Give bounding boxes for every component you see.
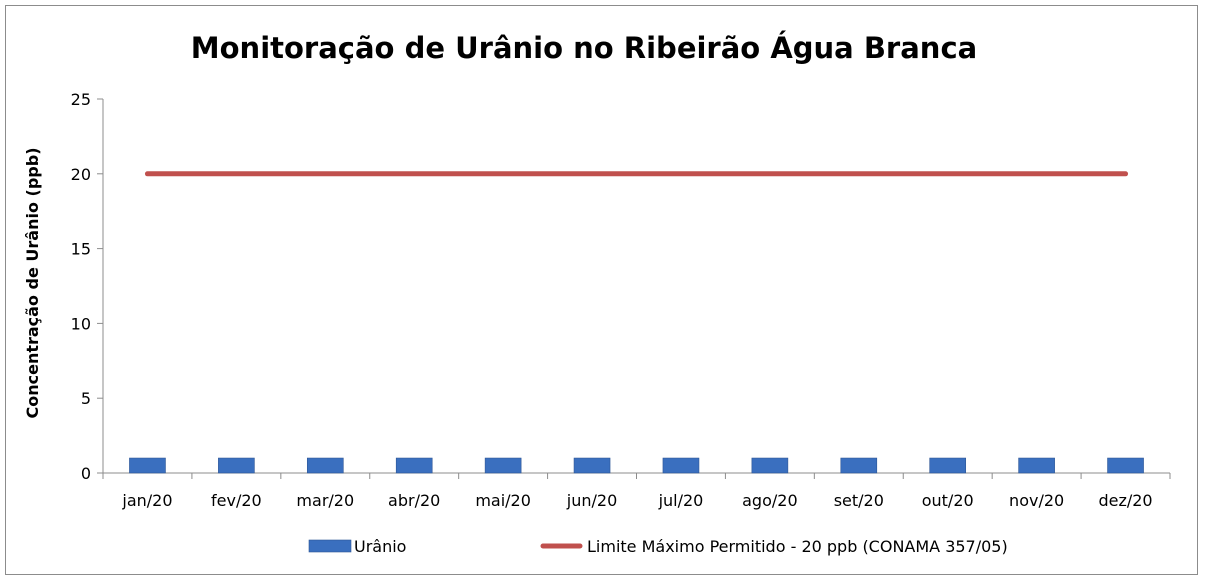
y-axis-label: Concentração de Urânio (ppb) [23, 147, 42, 418]
legend-label-limit: Limite Máximo Permitido - 20 ppb (CONAMA… [587, 537, 1008, 556]
x-tick-label: jun/20 [566, 491, 617, 510]
y-tick-label: 5 [81, 389, 91, 408]
x-tick-label: nov/20 [1009, 491, 1064, 510]
uranio-bar [662, 457, 700, 474]
uranio-bar [306, 457, 344, 474]
uranio-bar [1107, 457, 1144, 474]
x-tick-label: ago/20 [742, 491, 798, 510]
uranio-bar [129, 457, 166, 474]
bar-series [129, 457, 1144, 474]
y-tick-label: 20 [71, 165, 91, 184]
uranio-bar [395, 457, 433, 474]
chart-title: Monitoração de Urânio no Ribeirão Água B… [191, 31, 977, 65]
uranio-bar [484, 457, 522, 474]
x-tick-label: jan/20 [121, 491, 172, 510]
y-tick-label: 10 [71, 314, 91, 333]
legend-label-uranio: Urânio [354, 537, 406, 556]
uranio-bar [929, 457, 967, 474]
x-tick-label: mar/20 [296, 491, 354, 510]
uranio-bar [1018, 457, 1055, 474]
x-tick-label: mai/20 [475, 491, 531, 510]
x-tick-label: out/20 [922, 491, 974, 510]
uranio-bar [573, 457, 611, 474]
x-tick-label: dez/20 [1098, 491, 1152, 510]
uranio-bar [218, 457, 255, 474]
chart-frame [5, 5, 1198, 575]
y-tick-label: 25 [71, 90, 91, 109]
x-tick-label: jul/20 [658, 491, 704, 510]
legend: Urânio Limite Máximo Permitido - 20 ppb (… [308, 537, 1008, 556]
uranio-bar [751, 457, 789, 474]
x-tick-label: fev/20 [211, 491, 262, 510]
y-tick-label: 15 [71, 240, 91, 259]
x-tick-label: abr/20 [388, 491, 440, 510]
y-tick-label: 0 [81, 464, 91, 483]
axes: 0 5 10 15 20 25 jan/20 fev/20 mar/20 abr/20 mai/20… [71, 90, 1171, 510]
x-tick-label: set/20 [834, 491, 884, 510]
uranio-bar [840, 457, 878, 474]
legend-swatch-uranio [308, 539, 352, 553]
